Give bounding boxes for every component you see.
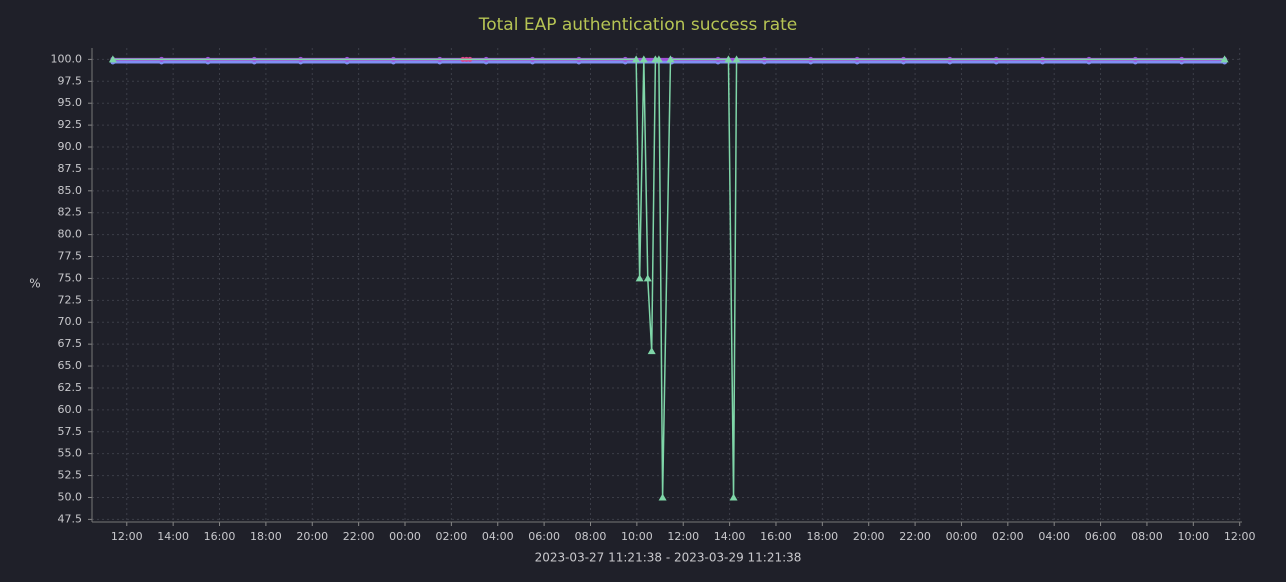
y-axis-label: % (29, 277, 40, 291)
y-tick-label: 67.5 (58, 337, 83, 350)
x-tick-label: 08:00 (1131, 530, 1163, 543)
x-tick-label: 18:00 (250, 530, 282, 543)
data-point (632, 55, 641, 63)
y-tick-label: 72.5 (58, 293, 83, 306)
y-tick-label: 47.5 (58, 512, 83, 525)
y-tick-label: 82.5 (58, 206, 83, 219)
data-point (666, 55, 675, 63)
y-tick-label: 57.5 (58, 425, 83, 438)
data-point (643, 274, 652, 282)
x-tick-label: 06:00 (1085, 530, 1117, 543)
y-tick-label: 87.5 (58, 162, 83, 175)
x-tick-label: 20:00 (296, 530, 328, 543)
y-tick-label: 65.0 (58, 359, 83, 372)
x-tick-label: 20:00 (853, 530, 885, 543)
x-tick-label: 08:00 (575, 530, 607, 543)
y-tick-label: 75.0 (58, 271, 83, 284)
y-tick-label: 90.0 (58, 140, 83, 153)
x-tick-label: 00:00 (946, 530, 978, 543)
y-tick-label: 55.0 (58, 447, 83, 460)
y-tick-label: 80.0 (58, 228, 83, 241)
x-tick-label: 10:00 (621, 530, 653, 543)
y-tick-label: 60.0 (58, 403, 83, 416)
x-axis-label: 2023-03-27 11:21:38 - 2023-03-29 11:21:3… (535, 551, 802, 565)
x-tick-label: 22:00 (899, 530, 931, 543)
x-tick-label: 12:00 (667, 530, 699, 543)
y-tick-label: 85.0 (58, 184, 83, 197)
chart-title: Total EAP authentication success rate (478, 15, 798, 35)
x-tick-label: 12:00 (111, 530, 143, 543)
data-point (724, 55, 733, 63)
x-tick-label: 06:00 (528, 530, 560, 543)
y-tick-label: 52.5 (58, 469, 83, 482)
x-tick-label: 18:00 (806, 530, 838, 543)
x-tick-label: 04:00 (1038, 530, 1070, 543)
y-tick-label: 50.0 (58, 490, 83, 503)
x-tick-label: 16:00 (204, 530, 236, 543)
x-tick-label: 16:00 (760, 530, 792, 543)
x-tick-label: 14:00 (714, 530, 746, 543)
y-tick-label: 92.5 (58, 118, 83, 131)
x-tick-label: 02:00 (436, 530, 468, 543)
y-tick-label: 97.5 (58, 74, 83, 87)
x-tick-label: 10:00 (1177, 530, 1209, 543)
data-point (1220, 55, 1229, 63)
data-point (639, 55, 648, 63)
y-tick-label: 77.5 (58, 250, 83, 263)
data-point (654, 55, 663, 63)
x-tick-label: 00:00 (389, 530, 421, 543)
data-point (635, 274, 644, 282)
data-point (108, 55, 117, 63)
x-tick-label: 12:00 (1224, 530, 1256, 543)
y-tick-label: 95.0 (58, 96, 83, 109)
data-point (647, 347, 656, 355)
data-point (732, 55, 741, 63)
x-tick-label: 04:00 (482, 530, 514, 543)
x-tick-label: 22:00 (343, 530, 375, 543)
data-point (658, 493, 667, 501)
y-tick-label: 62.5 (58, 381, 83, 394)
x-tick-label: 14:00 (157, 530, 189, 543)
data-point (729, 493, 738, 501)
y-tick-label: 70.0 (58, 315, 83, 328)
x-tick-label: 02:00 (992, 530, 1024, 543)
y-tick-label: 100.0 (51, 52, 83, 65)
